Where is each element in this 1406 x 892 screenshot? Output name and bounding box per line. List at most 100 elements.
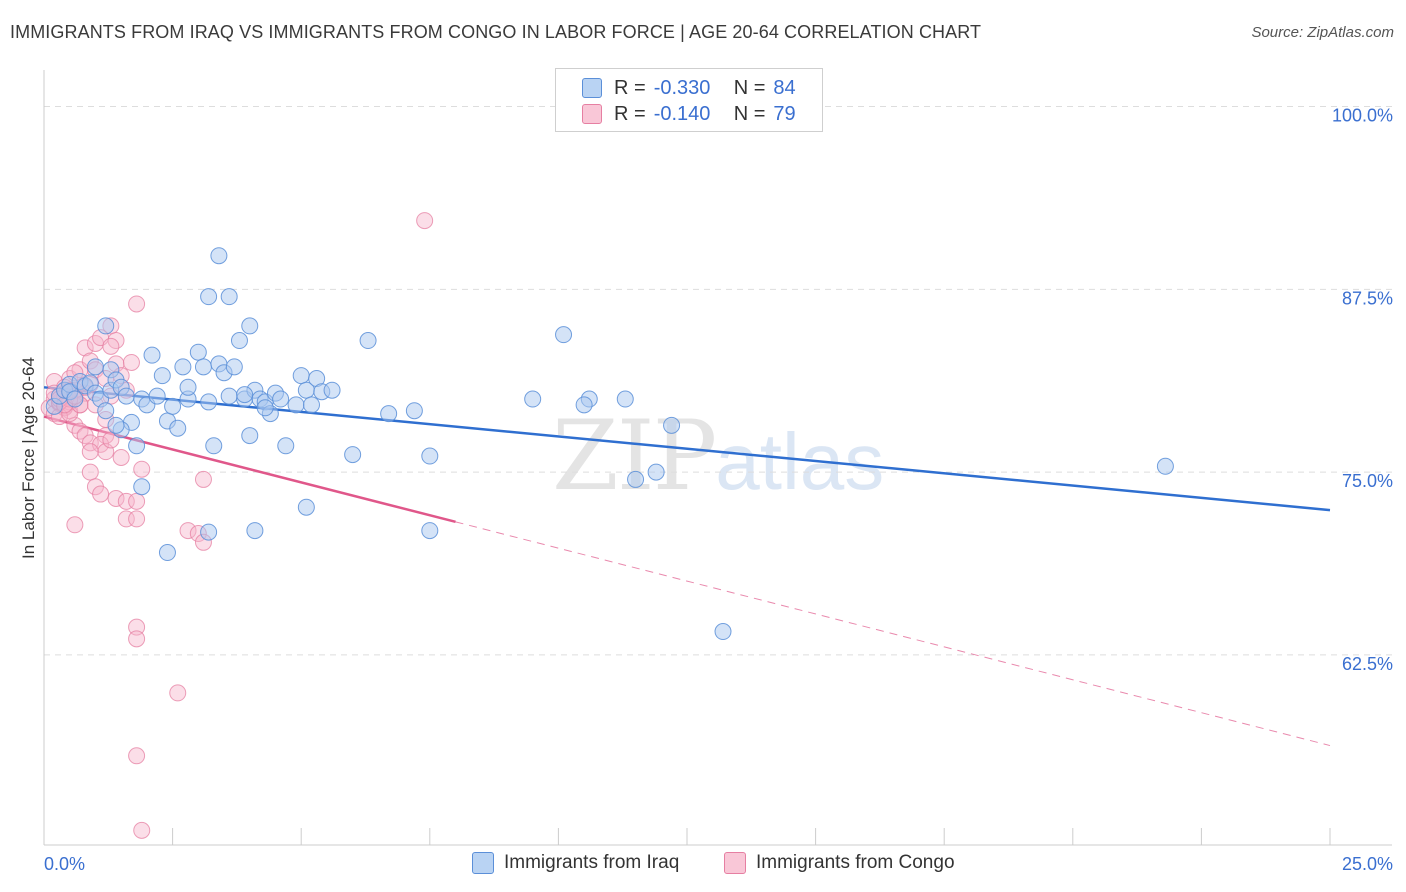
congo-point (128, 630, 146, 648)
congo-legend-label: Immigrants from Congo (756, 852, 955, 873)
x-tick-label: 0.0% (44, 854, 85, 874)
congo-point (416, 212, 434, 230)
iraq-point (117, 387, 135, 405)
congo-point (128, 618, 146, 636)
correlation-legend: R = -0.330 N = 84 R = -0.140 N = 79 (555, 68, 823, 132)
y-tick-label: 87.5% (1342, 288, 1393, 308)
congo-point (179, 522, 197, 540)
iraq-point (158, 544, 176, 562)
iraq-point (647, 463, 665, 481)
congo-legend-swatch (724, 852, 746, 874)
congo-trendline-extension (455, 521, 1331, 747)
iraq-point (287, 396, 305, 414)
congo-point (194, 470, 212, 488)
bottom-legend-iraq: Immigrants from Iraq (472, 852, 679, 874)
iraq-point (256, 399, 274, 417)
iraq-point (174, 358, 192, 376)
iraq-point (241, 427, 259, 445)
iraq-point (272, 390, 290, 408)
congo-point (112, 449, 130, 466)
congo-trendline (43, 415, 456, 524)
iraq-point (714, 623, 732, 641)
congo-point (128, 295, 146, 313)
iraq-point (421, 447, 439, 465)
iraq-point (220, 387, 238, 405)
iraq-legend-swatch (472, 852, 494, 874)
iraq-point (200, 523, 218, 541)
iraq-point (189, 343, 207, 361)
y-tick-label: 75.0% (1342, 471, 1393, 491)
iraq-point (380, 405, 398, 423)
bottom-legend-congo: Immigrants from Congo (724, 852, 955, 874)
congo-point (117, 510, 135, 528)
congo-point (107, 489, 125, 507)
iraq-point (277, 437, 295, 455)
iraq-point (179, 378, 197, 396)
iraq-point (153, 367, 171, 385)
legend-r-label: R = (614, 76, 646, 99)
iraq-legend-label: Immigrants from Iraq (504, 852, 680, 873)
iraq-point (241, 317, 259, 335)
y-tick-label: 62.5% (1342, 654, 1393, 674)
congo-point (128, 510, 146, 528)
iraq-point (359, 332, 377, 350)
legend-n-label: N = (733, 102, 766, 125)
iraq-point (133, 478, 151, 496)
iraq-points (45, 247, 1174, 641)
iraq-point (302, 396, 320, 414)
congo-point (66, 516, 84, 534)
iraq-point (421, 522, 439, 540)
iraq-point (220, 288, 238, 306)
legend-row-iraq: R = -0.330 N = 84 (582, 76, 796, 100)
grid-layer (44, 106, 1392, 656)
congo-point (117, 492, 135, 510)
iraq-point (575, 396, 593, 414)
iraq-point (128, 437, 146, 455)
congo-point (122, 353, 140, 371)
iraq-point (66, 390, 84, 408)
legend-row-congo: R = -0.140 N = 79 (582, 102, 796, 126)
watermark: ZIPatlas (552, 400, 884, 512)
iraq-point (616, 390, 634, 408)
congo-point (81, 463, 99, 481)
iraq-point (246, 522, 264, 540)
legend-n-label: N = (733, 76, 766, 99)
congo-point (76, 339, 94, 357)
iraq-trendline (43, 386, 1331, 512)
iraq-point (230, 332, 248, 350)
source-credit: Source: ZipAtlas.com (1251, 24, 1394, 41)
iraq-point (524, 390, 542, 408)
iraq-point (627, 470, 645, 488)
iraq-point (210, 247, 228, 265)
congo-point (133, 821, 151, 839)
legend-r-value-congo: -0.140 (653, 102, 711, 125)
iraq-point (297, 498, 315, 516)
iraq-point (143, 346, 161, 364)
iraq-point (200, 288, 218, 306)
iraq-point (205, 437, 223, 455)
congo-point (92, 485, 110, 503)
iraq-point (236, 386, 254, 404)
iraq-point (164, 397, 182, 415)
watermark-zip: ZIP (552, 400, 717, 512)
y-tick-label: 100.0% (1332, 106, 1393, 126)
label-layer: 62.5% 75.0% 87.5% 100.0% 0.0% 25.0% In Labor F… (19, 106, 1393, 874)
chart-title: IMMIGRANTS FROM IRAQ VS IMMIGRANTS FROM … (10, 22, 982, 42)
iraq-point (405, 402, 423, 420)
iraq-point (97, 402, 115, 420)
congo-point (81, 443, 99, 461)
y-axis-title: In Labor Force | Age 20-64 (19, 357, 38, 559)
iraq-swatch (582, 78, 602, 98)
x-tick-label: 25.0% (1342, 854, 1393, 874)
congo-points (40, 212, 434, 839)
trend-layer (43, 386, 1331, 747)
iraq-point (323, 381, 341, 399)
iraq-point (344, 446, 362, 464)
watermark-atlas: atlas (715, 417, 885, 506)
iraq-point (225, 358, 243, 376)
iraq-point (200, 393, 218, 411)
legend-r-value-iraq: -0.330 (653, 76, 711, 99)
congo-point (128, 492, 146, 510)
iraq-point (107, 416, 125, 434)
congo-point (133, 460, 151, 478)
